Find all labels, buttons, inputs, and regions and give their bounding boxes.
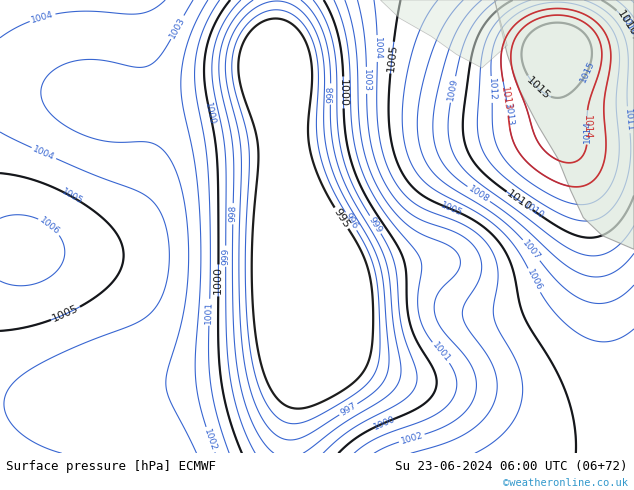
Text: 1013: 1013 — [500, 86, 513, 111]
Text: 1010: 1010 — [505, 189, 534, 213]
Text: 1015: 1015 — [579, 59, 597, 84]
Text: 1000: 1000 — [338, 78, 349, 106]
Text: 1010: 1010 — [619, 14, 634, 38]
Text: 1000: 1000 — [372, 414, 397, 432]
Polygon shape — [495, 0, 634, 249]
Text: 1002: 1002 — [202, 427, 218, 452]
Text: 1005: 1005 — [51, 303, 81, 324]
Text: 1010: 1010 — [522, 200, 546, 221]
Text: 1007: 1007 — [521, 238, 542, 262]
Text: 1003: 1003 — [362, 69, 371, 92]
Text: 1011: 1011 — [623, 108, 634, 132]
Text: 999: 999 — [221, 247, 230, 265]
Text: 1014: 1014 — [583, 121, 592, 143]
Text: 1004: 1004 — [373, 37, 382, 60]
Text: Su 23-06-2024 06:00 UTC (06+72): Su 23-06-2024 06:00 UTC (06+72) — [395, 460, 628, 473]
Text: 1000: 1000 — [213, 267, 223, 294]
Text: ©weatheronline.co.uk: ©weatheronline.co.uk — [503, 478, 628, 488]
Text: 1009: 1009 — [446, 77, 460, 101]
Text: 1014: 1014 — [582, 115, 592, 140]
Text: 1005: 1005 — [439, 200, 463, 218]
Text: 1005: 1005 — [60, 187, 84, 206]
Text: 1008: 1008 — [467, 184, 491, 204]
Text: 997: 997 — [339, 401, 358, 417]
Text: 1010: 1010 — [615, 8, 634, 37]
Text: 1004: 1004 — [30, 10, 55, 24]
Text: 1015: 1015 — [524, 75, 552, 101]
Text: 1000: 1000 — [204, 101, 217, 126]
Text: 1006: 1006 — [525, 268, 543, 293]
Text: 1006: 1006 — [38, 215, 61, 237]
Text: 1002: 1002 — [399, 431, 424, 446]
Text: 1005: 1005 — [385, 43, 399, 72]
Text: 1013: 1013 — [503, 103, 514, 127]
Text: 1012: 1012 — [487, 78, 497, 101]
Text: 999: 999 — [367, 215, 384, 234]
Text: Surface pressure [hPa] ECMWF: Surface pressure [hPa] ECMWF — [6, 460, 216, 473]
Text: 1001: 1001 — [204, 301, 214, 324]
Text: 995: 995 — [332, 207, 351, 230]
Text: 996: 996 — [342, 212, 359, 231]
Text: 1001: 1001 — [430, 341, 452, 364]
Polygon shape — [380, 0, 507, 68]
Text: 998: 998 — [326, 85, 335, 103]
Text: 998: 998 — [228, 205, 238, 222]
Text: 1003: 1003 — [168, 15, 187, 40]
Text: 1004: 1004 — [32, 145, 56, 162]
